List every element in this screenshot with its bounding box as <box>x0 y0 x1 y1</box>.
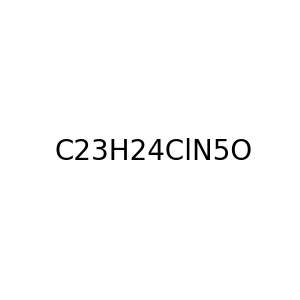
Text: C23H24ClN5O: C23H24ClN5O <box>55 137 253 166</box>
